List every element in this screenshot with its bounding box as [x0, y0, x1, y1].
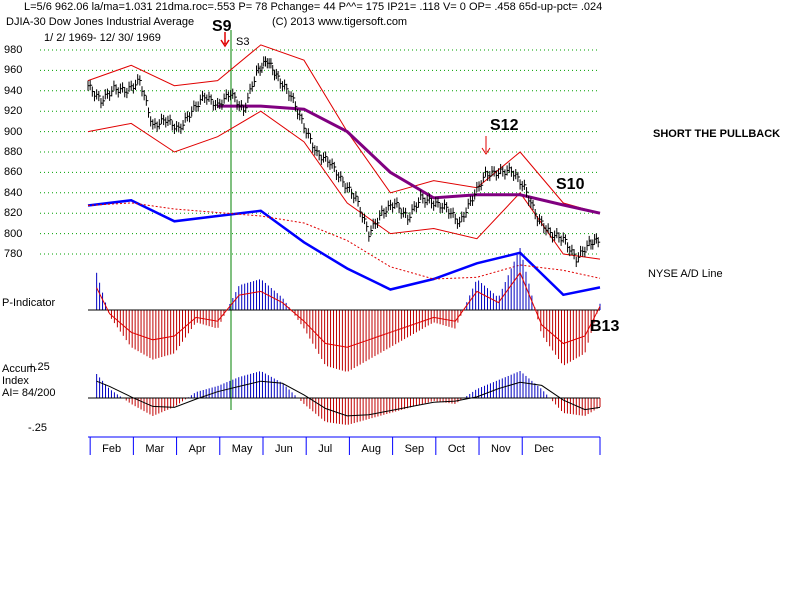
- y-tick-label: 840: [4, 186, 23, 199]
- header-date-range: 1/ 2/ 1969- 12/ 30/ 1969: [44, 32, 161, 44]
- p-indicator-label: P-Indicator: [2, 297, 56, 309]
- y-tick-label: 800: [4, 227, 23, 240]
- nyse-ad-line-label: NYSE A/D Line: [648, 268, 723, 280]
- y-tick-label: 940: [4, 84, 23, 97]
- accum-index-average: [96, 380, 601, 417]
- ai-label: AI= 84/200: [2, 387, 56, 399]
- signal-b13: B13: [590, 318, 620, 335]
- x-tick-label: Mar: [145, 443, 165, 455]
- p-indicator-average: [96, 271, 601, 348]
- header-stats: L=5/6 962.06 la/ma=1.031 21dma.roc=.553 …: [24, 1, 603, 13]
- y-tick-label: 780: [4, 248, 23, 260]
- y-tick-label: 960: [4, 64, 23, 77]
- signal-s10: S10: [556, 176, 585, 193]
- header-title: DJIA-30 Dow Jones Industrial Average: [6, 16, 195, 28]
- signal-s3: S3: [236, 36, 250, 48]
- x-tick-label: Jun: [274, 443, 293, 455]
- short-the-pullback-note: SHORT THE PULLBACK: [653, 128, 781, 140]
- x-tick-label: May: [231, 443, 253, 455]
- header-copyright: (C) 2013 www.tigersoft.com: [272, 16, 408, 28]
- x-tick-label: Aug: [361, 443, 381, 455]
- accum-label: Accum: [2, 363, 36, 375]
- x-tick-label: Feb: [102, 443, 122, 455]
- sell-arrow-icon: [220, 32, 230, 48]
- x-tick-label: Sep: [404, 443, 425, 455]
- x-tick-label: Nov: [491, 443, 511, 455]
- y-tick-label: 980: [4, 44, 23, 56]
- x-tick-label: Jul: [318, 443, 333, 455]
- x-tick-label: Oct: [447, 443, 465, 455]
- y-tick-label: 920: [4, 105, 23, 118]
- lower-band-line: [87, 110, 601, 260]
- signal-s12: S12: [490, 117, 519, 134]
- y-tick-label: 820: [4, 207, 23, 220]
- y-tick-label: 900: [4, 125, 23, 138]
- minus-25-label: -.25: [28, 422, 47, 434]
- plus-25-label: +.25: [28, 361, 50, 373]
- x-tick-label: Apr: [188, 443, 206, 455]
- index-label: Index: [2, 375, 29, 387]
- signal-s9: S9: [212, 18, 232, 35]
- sell-arrow-icon: [481, 136, 491, 155]
- moving-average-line: [217, 104, 601, 215]
- y-tick-label: 880: [4, 146, 23, 158]
- x-tick-label: Dec: [534, 443, 554, 455]
- y-tick-label: 860: [4, 166, 23, 179]
